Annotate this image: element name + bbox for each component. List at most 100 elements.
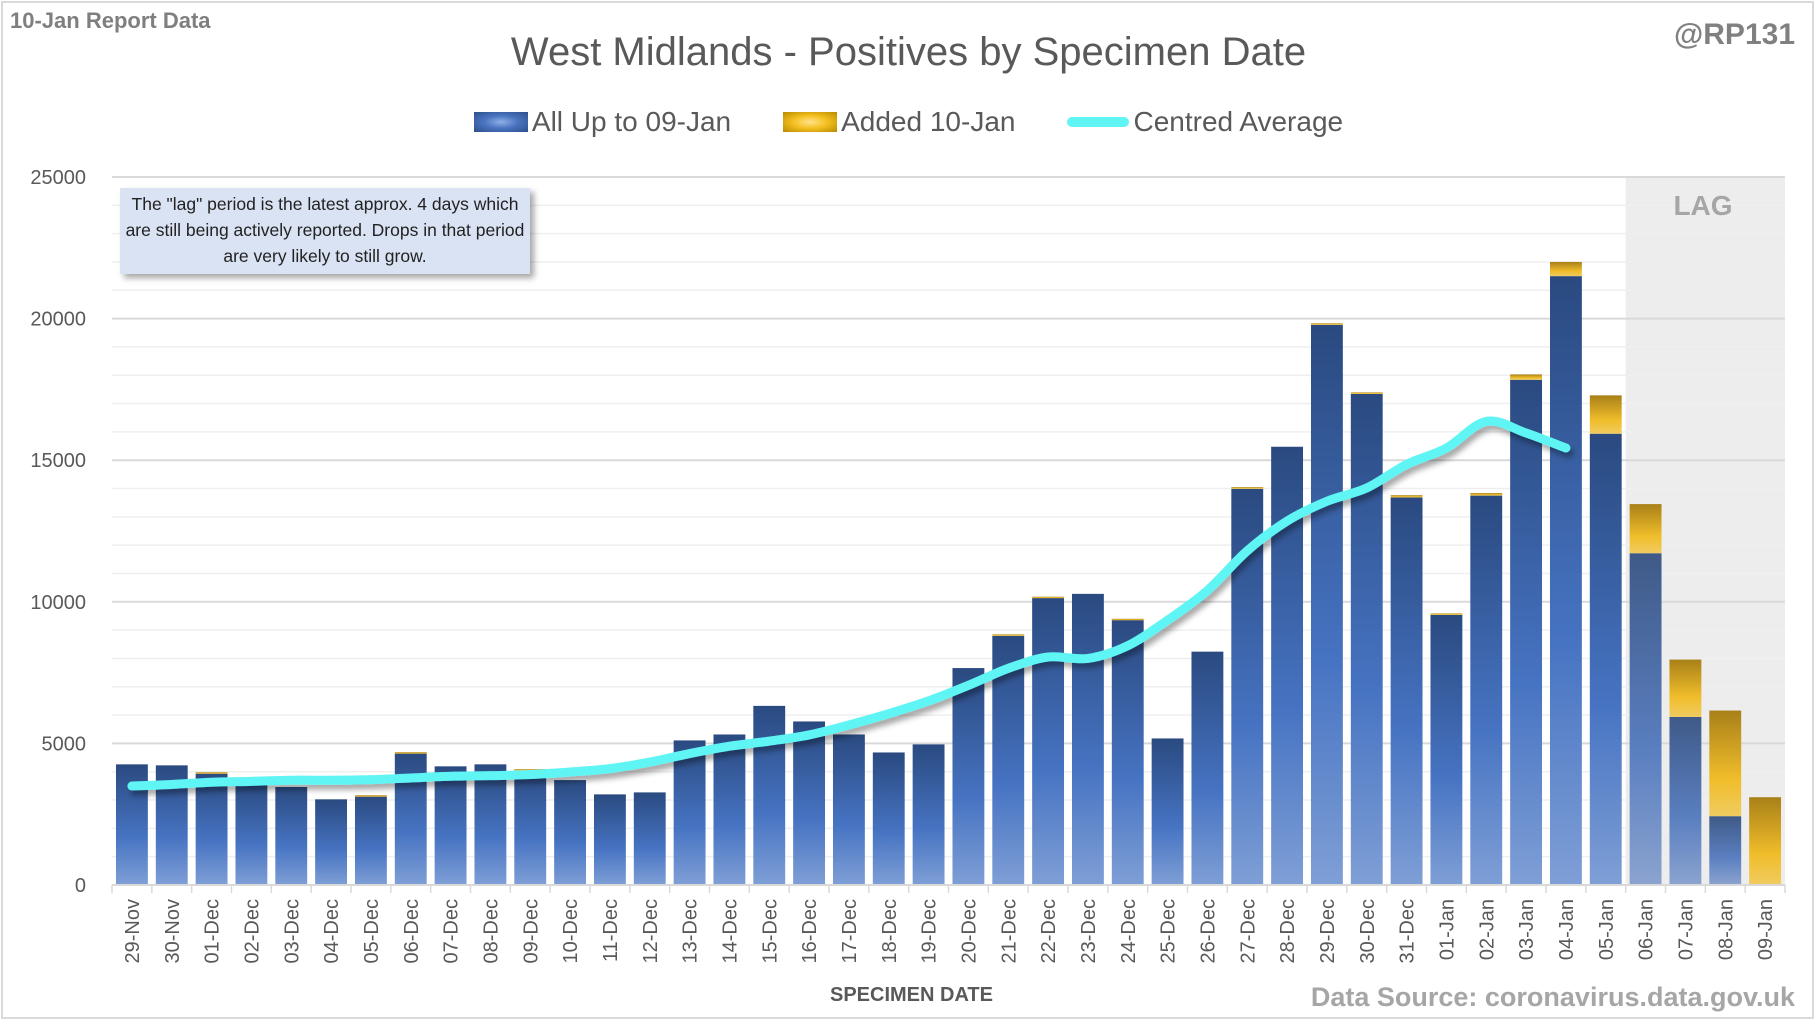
bar-all-up-to bbox=[1390, 497, 1423, 885]
bar-all-up-to bbox=[1510, 379, 1543, 885]
x-tick-label: 10-Dec bbox=[560, 899, 582, 963]
bar-all-up-to bbox=[673, 740, 706, 885]
bar-added bbox=[1350, 392, 1383, 394]
x-tick-label: 21-Dec bbox=[998, 899, 1020, 963]
lag-label: LAG bbox=[1673, 190, 1733, 221]
bar-all-up-to bbox=[1470, 495, 1503, 885]
legend-item-added[interactable]: Added 10-Jan bbox=[783, 106, 1015, 138]
bar-added bbox=[514, 769, 547, 771]
bar-added bbox=[1549, 261, 1582, 277]
x-tick-label: 30-Dec bbox=[1357, 899, 1379, 963]
x-tick-label: 14-Dec bbox=[719, 899, 741, 963]
bar-added bbox=[1749, 797, 1782, 885]
x-tick-label: 18-Dec bbox=[879, 899, 901, 963]
data-source: Data Source: coronavirus.data.gov.uk bbox=[1310, 982, 1795, 1012]
x-tick-label: 07-Jan bbox=[1675, 899, 1697, 960]
x-tick-label: 22-Dec bbox=[1038, 899, 1060, 963]
x-tick-label: 08-Jan bbox=[1715, 899, 1737, 960]
bar-added bbox=[195, 772, 228, 774]
x-tick-label: 05-Dec bbox=[361, 899, 383, 963]
x-tick-label: 09-Jan bbox=[1755, 899, 1777, 960]
bar-all-up-to bbox=[753, 705, 786, 885]
x-tick-label: 25-Dec bbox=[1158, 899, 1180, 963]
bar-all-up-to bbox=[554, 780, 587, 885]
bar-added bbox=[1629, 504, 1662, 554]
bar-added bbox=[1231, 487, 1264, 489]
bar-all-up-to bbox=[1589, 433, 1622, 885]
x-tick-label: 05-Jan bbox=[1596, 899, 1618, 960]
centred-average-line bbox=[127, 416, 1571, 791]
bar-added bbox=[1669, 659, 1702, 717]
bar-all-up-to bbox=[235, 783, 268, 885]
bar-all-up-to bbox=[514, 769, 547, 885]
x-tick-label: 17-Dec bbox=[839, 899, 861, 963]
bar-all-up-to bbox=[1350, 393, 1383, 885]
bar-added bbox=[1709, 710, 1742, 817]
legend: All Up to 09-Jan Added 10-Jan Centred Av… bbox=[0, 106, 1817, 138]
y-tick-label: 0 bbox=[75, 875, 86, 897]
legend-label: All Up to 09-Jan bbox=[531, 106, 732, 137]
x-tick-label: 30-Nov bbox=[162, 899, 184, 963]
bar-all-up-to bbox=[912, 744, 945, 885]
x-tick-label: 23-Dec bbox=[1078, 899, 1100, 963]
y-tick-label: 10000 bbox=[30, 592, 86, 614]
legend-item-centred-average[interactable]: Centred Average bbox=[1067, 106, 1343, 138]
bar-added bbox=[1390, 495, 1423, 498]
chart-title: West Midlands - Positives by Specimen Da… bbox=[510, 30, 1307, 74]
x-tick-label: 26-Dec bbox=[1197, 899, 1219, 963]
x-tick-label: 13-Dec bbox=[680, 899, 702, 963]
x-axis-title: SPECIMEN DATE bbox=[830, 984, 993, 1006]
x-tick-label: 09-Dec bbox=[520, 899, 542, 963]
bar-all-up-to bbox=[952, 668, 985, 885]
x-tick-label: 29-Nov bbox=[122, 899, 144, 963]
x-tick-label: 06-Dec bbox=[401, 899, 423, 963]
bar-all-up-to bbox=[1669, 716, 1702, 885]
lag-annotation: The "lag" period is the latest approx. 4… bbox=[120, 188, 530, 274]
bar-added bbox=[1111, 618, 1144, 621]
x-tick-label: 11-Dec bbox=[600, 899, 622, 962]
y-tick-label: 5000 bbox=[42, 733, 87, 755]
legend-swatch-line bbox=[1067, 117, 1130, 127]
bar-all-up-to bbox=[1549, 276, 1582, 885]
bar-all-up-to bbox=[434, 766, 467, 885]
x-tick-label: 16-Dec bbox=[799, 899, 821, 963]
bar-all-up-to bbox=[793, 721, 826, 885]
x-tick-label: 06-Jan bbox=[1636, 899, 1658, 960]
x-tick-label: 24-Dec bbox=[1118, 899, 1140, 963]
bar-all-up-to bbox=[1071, 593, 1104, 885]
bar-all-up-to bbox=[315, 799, 348, 885]
bar-added bbox=[394, 752, 427, 754]
author-handle: @RP131 bbox=[1674, 18, 1795, 51]
bar-added bbox=[1032, 596, 1065, 599]
legend-swatch-blue bbox=[473, 112, 528, 132]
bar-added bbox=[1430, 613, 1463, 615]
bar-all-up-to bbox=[872, 752, 905, 885]
x-tick-label: 19-Dec bbox=[919, 899, 941, 963]
y-tick-label: 25000 bbox=[30, 167, 86, 189]
legend-label: Centred Average bbox=[1133, 106, 1344, 137]
bar-all-up-to bbox=[474, 764, 507, 885]
x-tick-label: 01-Dec bbox=[202, 899, 224, 963]
bar-all-up-to bbox=[1151, 738, 1184, 885]
bar-added bbox=[354, 795, 387, 797]
bar-added bbox=[1589, 395, 1622, 434]
legend-label: Added 10-Jan bbox=[841, 106, 1016, 137]
bar-added bbox=[1470, 493, 1503, 496]
x-tick-label: 20-Dec bbox=[958, 899, 980, 963]
bar-all-up-to bbox=[1430, 614, 1463, 885]
bar-all-up-to bbox=[713, 734, 746, 885]
x-tick-label: 29-Dec bbox=[1317, 899, 1339, 963]
bar-all-up-to bbox=[195, 773, 228, 885]
x-tick-label: 27-Dec bbox=[1237, 899, 1259, 963]
bar-all-up-to bbox=[633, 792, 666, 885]
legend-item-all-up-to[interactable]: All Up to 09-Jan bbox=[473, 106, 732, 138]
x-tick-label: 02-Dec bbox=[241, 899, 263, 963]
x-tick-label: 01-Jan bbox=[1436, 899, 1458, 960]
bar-added bbox=[1310, 323, 1343, 325]
bar-all-up-to bbox=[593, 794, 626, 885]
x-tick-label: 04-Dec bbox=[321, 899, 343, 963]
bar-all-up-to bbox=[1310, 324, 1343, 885]
report-label: 10-Jan Report Data bbox=[10, 8, 211, 33]
